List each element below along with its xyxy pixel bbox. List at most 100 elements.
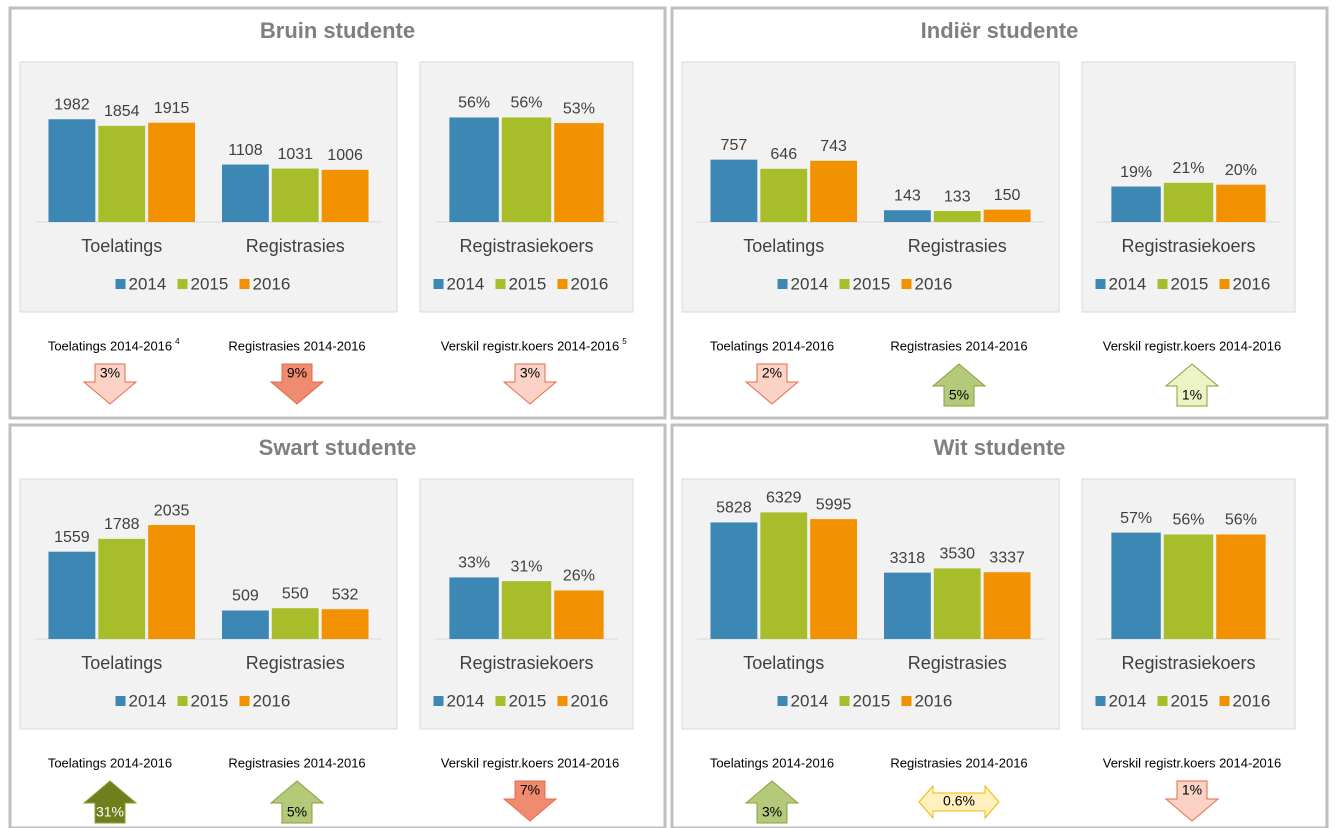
legend-label: 2014 <box>129 691 167 710</box>
indicator-value: 1% <box>1182 782 1202 798</box>
legend-label: 2015 <box>853 274 891 293</box>
panel-title: Swart studente <box>259 435 417 460</box>
panel-border <box>8 423 667 828</box>
indicator-value: 31% <box>96 804 124 820</box>
indicator-label: Toelatings 2014-2016 <box>48 338 172 353</box>
indicator-arrow <box>744 780 800 824</box>
bar <box>933 211 981 222</box>
data-label: 743 <box>820 138 847 155</box>
data-label: 1915 <box>154 100 190 117</box>
legend-label: 2015 <box>509 691 547 710</box>
bar <box>148 525 196 639</box>
bar <box>883 572 931 639</box>
data-label: 56% <box>1172 512 1204 529</box>
legend-label: 2016 <box>1233 691 1271 710</box>
bar <box>810 160 858 222</box>
data-label: 20% <box>1225 162 1257 179</box>
legend-label: 2015 <box>191 691 229 710</box>
indicator-arrow <box>744 363 800 405</box>
category-label: Registrasies <box>908 653 1007 673</box>
bar <box>760 512 808 639</box>
bar <box>271 608 319 639</box>
legend-swatch <box>433 696 444 706</box>
bar <box>1111 532 1161 639</box>
bar <box>48 119 96 222</box>
legend-swatch <box>433 279 444 289</box>
data-label: 757 <box>721 137 748 154</box>
bar <box>1216 534 1266 639</box>
legend-swatch <box>239 279 250 289</box>
data-label: 5995 <box>816 496 852 513</box>
indicator-arrow <box>269 780 325 824</box>
legend-label: 2015 <box>853 691 891 710</box>
legend-swatch <box>495 279 506 289</box>
data-label: 57% <box>1120 510 1152 527</box>
data-label: 550 <box>282 585 309 602</box>
indicator-value: 5% <box>949 387 969 403</box>
legend-swatch <box>901 279 912 289</box>
indicator-arrow <box>502 780 558 822</box>
indicator-value: 9% <box>287 365 307 381</box>
category-label: Registrasiekoers <box>1121 653 1255 673</box>
legend-label: 2016 <box>1233 274 1271 293</box>
category-label: Toelatings <box>743 653 824 673</box>
chart: Registrasiekoers 33% 31% 26% 2014 2015 2016 <box>419 478 634 730</box>
legend-label: 2016 <box>571 691 609 710</box>
chart: Registrasiekoers 19% 21% 20% 2014 2015 2016 <box>1081 61 1296 313</box>
indicator-arrow <box>1164 780 1220 822</box>
category-label: Registrasies <box>246 653 345 673</box>
indicator-arrow <box>931 363 987 407</box>
chart: Registrasiekoers 57% 56% 56% 2014 2015 2016 <box>1081 478 1296 730</box>
indicator-label: Verskil registr.koers 2014-2016 <box>441 338 619 353</box>
legend-swatch <box>495 696 506 706</box>
data-label: 133 <box>944 188 971 205</box>
legend-swatch <box>115 696 126 706</box>
legend-swatch <box>1095 279 1106 289</box>
data-label: 3337 <box>989 549 1025 566</box>
legend-swatch <box>1095 696 1106 706</box>
legend-label: 2016 <box>253 274 291 293</box>
indicator-arrow <box>269 363 325 405</box>
bar <box>810 519 858 639</box>
legend-swatch <box>777 279 788 289</box>
indicator-label: Registrasies 2014-2016 <box>890 338 1027 353</box>
chart: Toelatings 757 646 743 Registrasies 143 133 150… <box>681 61 1060 313</box>
chart: Toelatings 5828 6329 5995 Registrasies 3318 35… <box>681 478 1060 730</box>
indicator-arrow <box>1164 363 1220 407</box>
indicator-arrow <box>82 780 138 824</box>
bar <box>449 117 499 222</box>
legend-swatch <box>901 696 912 706</box>
legend-swatch <box>557 279 568 289</box>
data-label: 33% <box>458 555 490 572</box>
data-label: 2035 <box>154 502 190 519</box>
legend-label: 2014 <box>447 691 485 710</box>
chart: Registrasiekoers 56% 56% 53% 2014 2015 2016 <box>419 61 634 313</box>
data-label: 56% <box>458 95 490 112</box>
chart: Toelatings 1982 1854 1915 Registrasies 1108 10… <box>19 61 398 313</box>
chart: Toelatings 1559 1788 2035 Registrasies 509 550… <box>19 478 398 730</box>
legend-label: 2014 <box>447 274 485 293</box>
data-label: 56% <box>1225 512 1257 529</box>
panel-title: Wit studente <box>934 435 1066 460</box>
bar <box>48 551 96 639</box>
legend-label: 2016 <box>915 274 953 293</box>
legend-swatch <box>239 696 250 706</box>
indicator-value: 3% <box>520 365 540 381</box>
data-label: 3530 <box>939 546 975 563</box>
legend-label: 2014 <box>791 274 829 293</box>
indicator-label: Verskil registr.koers 2014-2016 <box>441 755 619 770</box>
indicator-label: Registrasies 2014-2016 <box>228 338 365 353</box>
data-label: 19% <box>1120 164 1152 181</box>
legend-label: 2015 <box>191 274 229 293</box>
indicator-value: 3% <box>762 804 782 820</box>
data-label: 1982 <box>54 96 90 113</box>
panel: Indiër studente Toelatings 757 646 743 Regist… <box>670 6 1329 420</box>
legend-swatch <box>1219 696 1230 706</box>
data-label: 56% <box>510 95 542 112</box>
data-label: 509 <box>232 588 259 605</box>
legend-label: 2016 <box>915 691 953 710</box>
bar <box>1163 182 1214 222</box>
bar <box>554 590 604 639</box>
legend-swatch <box>177 696 188 706</box>
